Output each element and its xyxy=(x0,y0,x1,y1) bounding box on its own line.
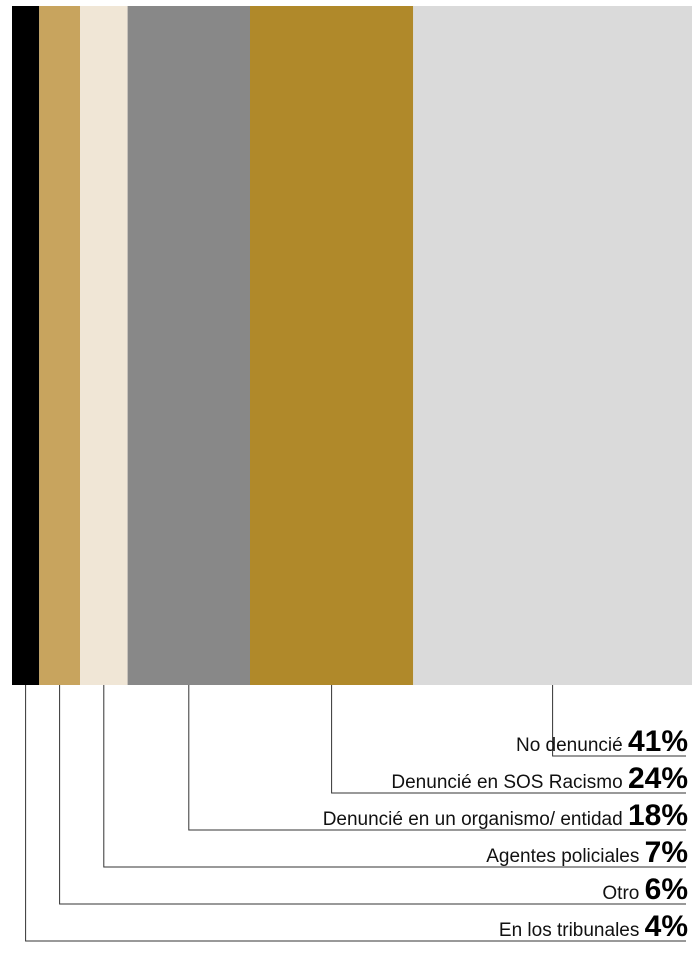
bar-segment-agentes-policiales xyxy=(80,6,128,685)
value-label: 4% xyxy=(645,910,688,943)
category-label: Denuncié en SOS Racismo xyxy=(391,772,628,793)
leader-lines xyxy=(25,685,686,942)
segment-label-agentes-policiales: Agentes policiales 7% xyxy=(486,836,688,869)
value-label: 41% xyxy=(628,725,688,758)
category-label: En los tribunales xyxy=(499,920,645,941)
leader-line-otro xyxy=(59,685,686,905)
value-label: 6% xyxy=(645,873,688,906)
bar-segment-denuncie-en-sos-racismo xyxy=(250,6,414,685)
bar-segment-denuncie-en-un-organismo-entidad xyxy=(127,6,250,685)
value-label: 18% xyxy=(628,799,688,832)
segment-label-denuncie-en-sos-racismo: Denuncié en SOS Racismo 24% xyxy=(391,762,688,795)
segment-label-denuncie-en-un-organismo-entidad: Denuncié en un organismo/ entidad 18% xyxy=(323,799,688,832)
leader-line-denuncie-en-sos-racismo xyxy=(331,685,686,794)
bar-segments xyxy=(12,6,692,685)
category-label: No denuncié xyxy=(516,735,628,756)
leader-line-en-los-tribunales xyxy=(25,685,686,942)
value-label: 24% xyxy=(628,762,688,795)
bar-segment-otro xyxy=(39,6,80,685)
segment-labels: En los tribunales 4%Otro 6%Agentes polic… xyxy=(323,725,688,943)
segment-label-en-los-tribunales: En los tribunales 4% xyxy=(499,910,688,943)
segment-label-no-denuncie: No denuncié 41% xyxy=(516,725,688,758)
category-label: Otro xyxy=(602,883,644,904)
leader-line-no-denuncie xyxy=(552,685,686,757)
category-label: Denuncié en un organismo/ entidad xyxy=(323,809,628,830)
segment-label-otro: Otro 6% xyxy=(602,873,688,906)
leader-line-denuncie-en-un-organismo-entidad xyxy=(188,685,686,831)
leader-line-agentes-policiales xyxy=(103,685,686,868)
bar-segment-no-denuncie xyxy=(413,6,692,685)
bar-segment-en-los-tribunales xyxy=(12,6,40,685)
value-label: 7% xyxy=(645,836,688,869)
category-label: Agentes policiales xyxy=(486,846,644,867)
